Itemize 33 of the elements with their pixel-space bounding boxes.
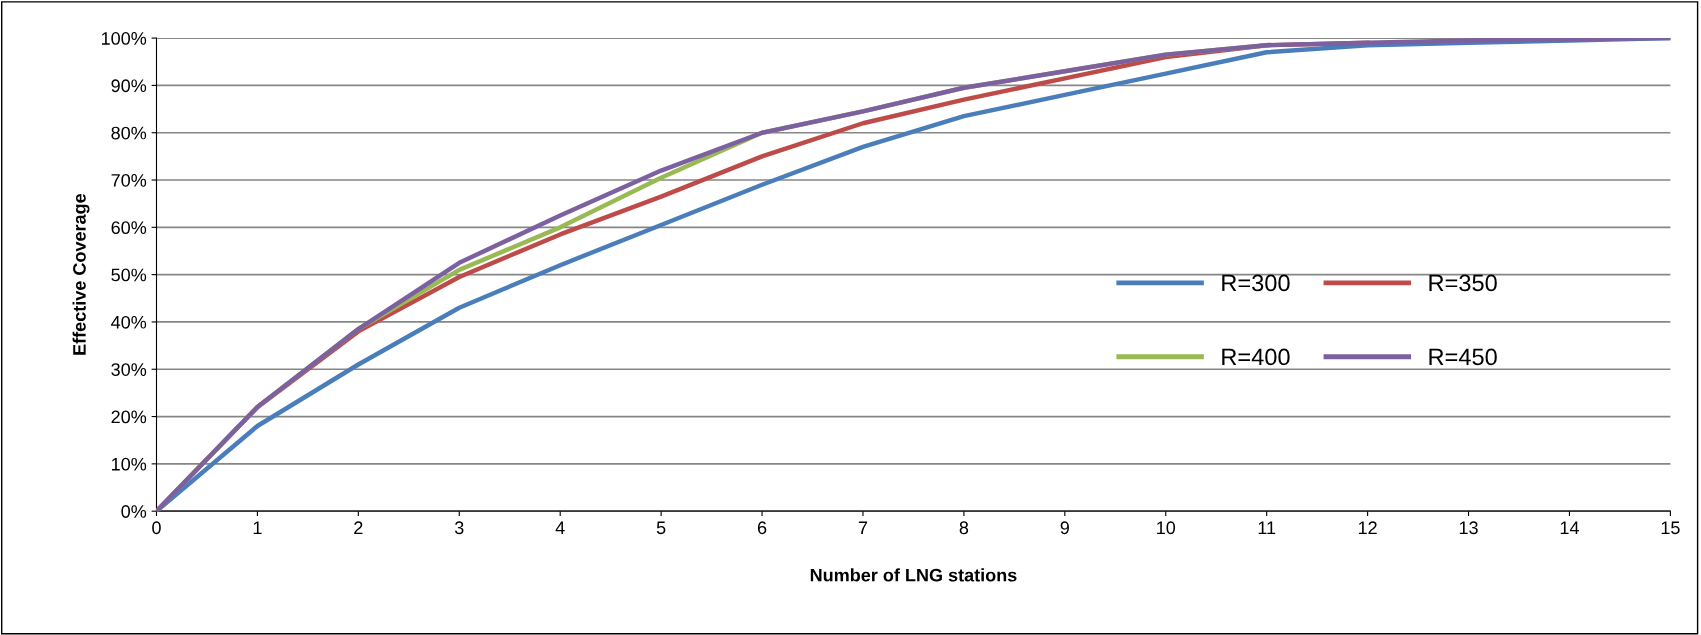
legend-label: R=450 bbox=[1429, 348, 1497, 366]
x-tick-label: 11 bbox=[1258, 521, 1276, 534]
x-axis-title: Number of LNG stations bbox=[810, 568, 1017, 582]
x-tick-label: 14 bbox=[1560, 521, 1579, 534]
y-tick-label: 70% bbox=[111, 173, 147, 187]
x-tick-label: 2 bbox=[354, 521, 363, 534]
x-tick-label: 10 bbox=[1157, 521, 1176, 535]
x-tick-label: 9 bbox=[1060, 521, 1069, 535]
y-tick-label: 50% bbox=[111, 268, 147, 282]
y-axis-title: Effective Coverage bbox=[72, 193, 90, 355]
x-tick-label: 5 bbox=[656, 521, 666, 535]
y-tick-label: 40% bbox=[111, 315, 147, 329]
y-tick-label: 30% bbox=[111, 363, 147, 376]
y-tick-label: 20% bbox=[111, 410, 147, 424]
x-tick-label: 3 bbox=[454, 521, 464, 535]
x-tick-label: 12 bbox=[1358, 521, 1377, 534]
legend-label: R=350 bbox=[1429, 274, 1497, 292]
x-tick-label: 0 bbox=[152, 521, 161, 535]
y-tick-label: 80% bbox=[111, 126, 147, 140]
x-tick-label: 8 bbox=[959, 521, 969, 535]
legend-label: R=300 bbox=[1222, 274, 1290, 292]
y-tick-label: 60% bbox=[111, 221, 147, 235]
y-tick-label: 0% bbox=[121, 505, 147, 518]
y-tick-label: 100% bbox=[101, 32, 147, 45]
x-tick-label: 1 bbox=[253, 521, 262, 534]
legend-label: R=400 bbox=[1222, 348, 1290, 366]
x-tick-label: 4 bbox=[555, 521, 565, 534]
x-tick-label: 7 bbox=[858, 521, 868, 534]
y-tick-label: 90% bbox=[111, 79, 147, 93]
x-tick-label: 15 bbox=[1661, 521, 1680, 535]
x-tick-label: 6 bbox=[757, 521, 767, 535]
x-tick-label: 13 bbox=[1459, 521, 1478, 535]
y-tick-label: 10% bbox=[112, 457, 147, 471]
